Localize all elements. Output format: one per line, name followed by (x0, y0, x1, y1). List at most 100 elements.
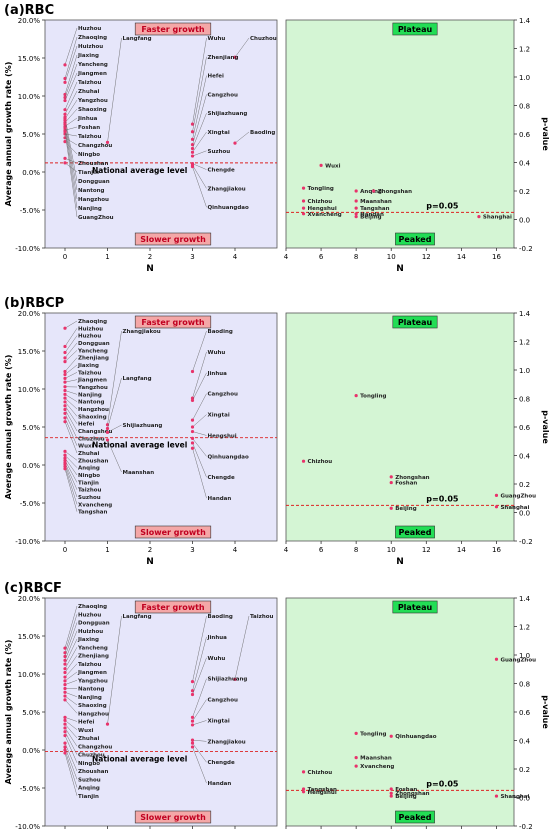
data-point (63, 745, 67, 749)
leader-line (64, 63, 78, 98)
data-point (63, 122, 67, 126)
leader-line (64, 342, 78, 358)
data-point (301, 206, 306, 210)
data-point (233, 141, 237, 145)
point-label: Hangzhou (78, 711, 109, 717)
slower-growth-label-box (134, 810, 212, 824)
point-label: Yancheng (77, 645, 108, 651)
point-label: Jiaxing (77, 363, 99, 369)
peaked-label-box (395, 810, 435, 824)
left-y-tick-label: -5.0% (20, 785, 41, 793)
left-y-tick-label: 10.0% (18, 386, 41, 394)
leader-line (64, 72, 78, 101)
point-label: Cangzhou (208, 392, 238, 398)
point-label: Jiaxing (77, 637, 99, 643)
data-point (63, 741, 67, 745)
point-label: Taizhou (78, 134, 102, 140)
left-x-axis-label: N (146, 264, 154, 274)
point-label: Zhangjiakou (123, 329, 161, 335)
left-y-axis-label: Average annual growth rate (%) (4, 355, 13, 500)
left-y-tick-label: 5.0% (22, 131, 40, 139)
data-point (190, 436, 195, 440)
leader-line (192, 150, 207, 157)
point-label: Chizhou (308, 770, 333, 776)
leader-line (64, 460, 78, 483)
point-label: Huizhou (78, 629, 103, 635)
point-label: Nanjing (78, 695, 102, 701)
data-point (63, 360, 67, 364)
data-point (63, 646, 67, 650)
data-point (190, 418, 195, 422)
data-point (494, 657, 499, 661)
data-point (63, 118, 67, 122)
leader-line (192, 615, 207, 682)
data-point (63, 350, 67, 355)
leader-line (64, 127, 78, 209)
point-label: Tongling (308, 186, 334, 192)
data-point (63, 130, 67, 134)
leader-line (64, 45, 78, 83)
p-threshold-label: p=0.05 (426, 494, 459, 503)
left-x-tick-label: 2 (148, 546, 152, 554)
plateau-label-box (392, 600, 438, 614)
left-x-tick-label: 0 (63, 253, 67, 261)
point-label: Shanghai (483, 215, 512, 221)
point-label: Hefei (208, 74, 224, 80)
left-x-tick-label: 1 (105, 546, 109, 554)
right-y-tick-label: 1.4 (519, 595, 531, 603)
p-threshold-label: p=0.05 (426, 779, 459, 788)
leader-line (64, 638, 78, 665)
data-point (63, 407, 67, 412)
point-label: Langfang (123, 614, 152, 620)
point-label: Chuzhou (250, 36, 277, 42)
right-y-axis-label: p-value (541, 695, 550, 729)
point-label: Langfang (123, 36, 152, 42)
data-point (63, 161, 67, 165)
data-point (63, 662, 67, 666)
leader-line (64, 720, 78, 730)
slower-growth-label: Slower growth (140, 235, 206, 244)
leader-line (64, 421, 78, 454)
right-y-axis-label: p-value (541, 410, 550, 444)
point-label: Tianjin (78, 794, 99, 800)
data-point (105, 140, 110, 144)
peaked-label: Peaked (399, 813, 432, 822)
point-label: Xvancheng (360, 764, 394, 770)
point-label: Shijiazhuang (208, 677, 248, 683)
point-label: Xingtai (208, 130, 230, 136)
data-point (63, 392, 67, 396)
point-label: Huzhou (78, 612, 101, 618)
right-y-tick-label: 0.4 (519, 160, 531, 168)
right-plot-area (285, 312, 515, 542)
leader-line (64, 671, 78, 682)
right-x-tick-label: 8 (354, 253, 358, 261)
data-point (354, 189, 358, 193)
data-point (105, 430, 110, 434)
leader-line (64, 417, 78, 446)
leader-line (192, 37, 207, 125)
leader-line (64, 717, 78, 722)
leader-line (64, 117, 78, 127)
point-label: Nantong (78, 687, 105, 693)
leader-line (64, 124, 78, 200)
point-label: Chizhou (308, 459, 333, 465)
leader-line (192, 56, 207, 132)
leader-line (64, 468, 78, 512)
data-point (354, 764, 358, 768)
leader-line (64, 692, 78, 697)
data-point (63, 670, 67, 675)
leader-line (64, 413, 78, 439)
right-y-tick-label: 1.0 (519, 367, 530, 375)
leader-line (64, 746, 78, 780)
left-y-tick-label: 15.0% (18, 348, 41, 356)
leader-line (192, 636, 207, 691)
data-point (190, 122, 195, 126)
point-label: Shaoxing (78, 414, 107, 420)
leader-line (64, 90, 78, 115)
point-label: Taizhou (78, 370, 102, 376)
data-point (389, 791, 393, 795)
data-point (63, 698, 67, 702)
peaked-label: Peaked (399, 528, 432, 537)
data-point (63, 679, 67, 683)
